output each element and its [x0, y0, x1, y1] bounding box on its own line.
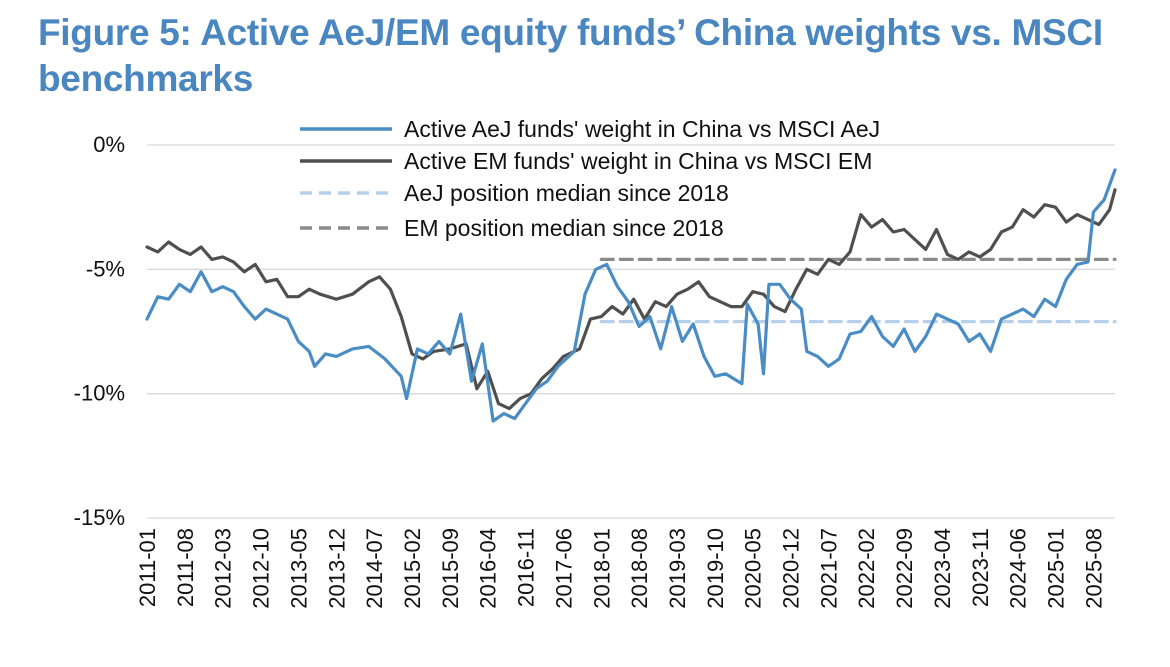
x-tick-label: 2013-12 — [324, 528, 349, 609]
x-tick-label: 2015-09 — [438, 528, 463, 609]
x-tick-label: 2018-01 — [589, 528, 614, 609]
x-tick-label: 2016-04 — [476, 528, 501, 609]
x-tick-label: 2022-02 — [854, 528, 879, 609]
x-tick-label: 2023-04 — [930, 528, 955, 609]
x-tick-label: 2024-06 — [1006, 528, 1031, 609]
x-tick-label: 2020-12 — [779, 528, 804, 609]
y-tick-label: 0% — [93, 132, 125, 157]
series-line-em — [145, 188, 1117, 411]
chart-title-line2: benchmarks — [38, 58, 253, 99]
x-tick-label: 2023-11 — [968, 528, 993, 607]
x-tick-label: 2018-08 — [627, 528, 652, 609]
y-tick-label: -15% — [74, 505, 125, 530]
x-tick-label: 2017-06 — [551, 528, 576, 609]
x-tick-label: 2016-11 — [514, 528, 539, 607]
x-tick-label: 2019-10 — [703, 528, 728, 609]
x-tick-label: 2021-07 — [816, 528, 841, 609]
legend-label: AeJ position median since 2018 — [404, 180, 729, 206]
chart-title: Figure 5: Active AeJ/EM equity funds’ Ch… — [38, 10, 1138, 102]
x-tick-label: 2014-07 — [362, 528, 387, 609]
x-tick-label: 2012-10 — [249, 528, 274, 609]
legend-label: Active AeJ funds' weight in China vs MSC… — [404, 116, 880, 142]
x-tick-label: 2011-08 — [173, 528, 198, 607]
x-tick-label: 2013-05 — [286, 528, 311, 609]
x-tick-label: 2020-05 — [741, 528, 766, 609]
x-tick-label: 2022-09 — [892, 528, 917, 609]
x-tick-label: 2015-02 — [400, 528, 425, 609]
y-tick-label: -10% — [74, 381, 125, 406]
legend-label: EM position median since 2018 — [404, 215, 724, 241]
chart-title-line1: Figure 5: Active AeJ/EM equity funds’ Ch… — [38, 12, 1103, 53]
x-tick-label: 2025-08 — [1081, 528, 1106, 609]
y-tick-label: -5% — [86, 256, 125, 281]
series-line-aej — [145, 168, 1117, 423]
x-tick-label: 2025-01 — [1044, 528, 1069, 609]
legend-label: Active EM funds' weight in China vs MSCI… — [404, 148, 872, 174]
x-tick-label: 2019-03 — [665, 528, 690, 609]
x-tick-label: 2012-03 — [211, 528, 236, 609]
x-tick-label: 2011-01 — [135, 528, 160, 607]
